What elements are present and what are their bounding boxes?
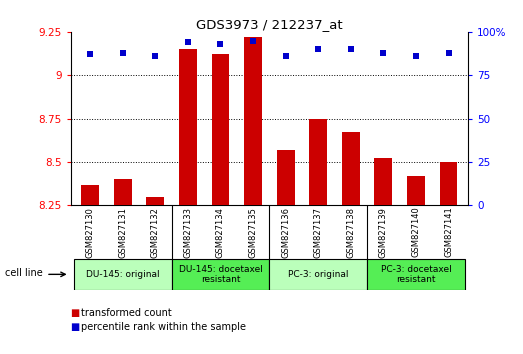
Text: PC-3: original: PC-3: original [288, 270, 348, 279]
Point [119, 50, 127, 56]
Bar [81, 184, 99, 205]
Text: ■: ■ [71, 308, 80, 318]
Point [184, 39, 192, 45]
Text: cell line: cell line [5, 268, 43, 278]
Bar [146, 196, 164, 205]
Bar [309, 119, 327, 205]
Bar [407, 176, 425, 205]
Bar [244, 37, 262, 205]
Point [217, 41, 225, 47]
Text: GDS3973 / 212237_at: GDS3973 / 212237_at [196, 18, 343, 31]
Point [379, 50, 388, 56]
Point [445, 50, 453, 56]
FancyBboxPatch shape [269, 259, 367, 290]
Text: percentile rank within the sample: percentile rank within the sample [81, 322, 246, 332]
Point [86, 52, 94, 57]
Text: PC-3: docetaxel
resistant: PC-3: docetaxel resistant [381, 265, 451, 284]
Point [281, 53, 290, 59]
Bar [277, 150, 294, 205]
Text: transformed count: transformed count [81, 308, 172, 318]
Bar [342, 132, 360, 205]
Bar [211, 55, 230, 205]
FancyBboxPatch shape [367, 259, 465, 290]
FancyBboxPatch shape [172, 259, 269, 290]
Point [151, 53, 160, 59]
Text: ■: ■ [71, 322, 80, 332]
Bar [114, 179, 132, 205]
Point [314, 46, 322, 52]
Bar [439, 162, 458, 205]
Point [249, 38, 257, 44]
Text: DU-145: docetaxel
resistant: DU-145: docetaxel resistant [178, 265, 263, 284]
Point [412, 53, 420, 59]
FancyBboxPatch shape [74, 259, 172, 290]
Bar [374, 159, 392, 205]
Point [347, 46, 355, 52]
Bar [179, 49, 197, 205]
Text: DU-145: original: DU-145: original [86, 270, 160, 279]
